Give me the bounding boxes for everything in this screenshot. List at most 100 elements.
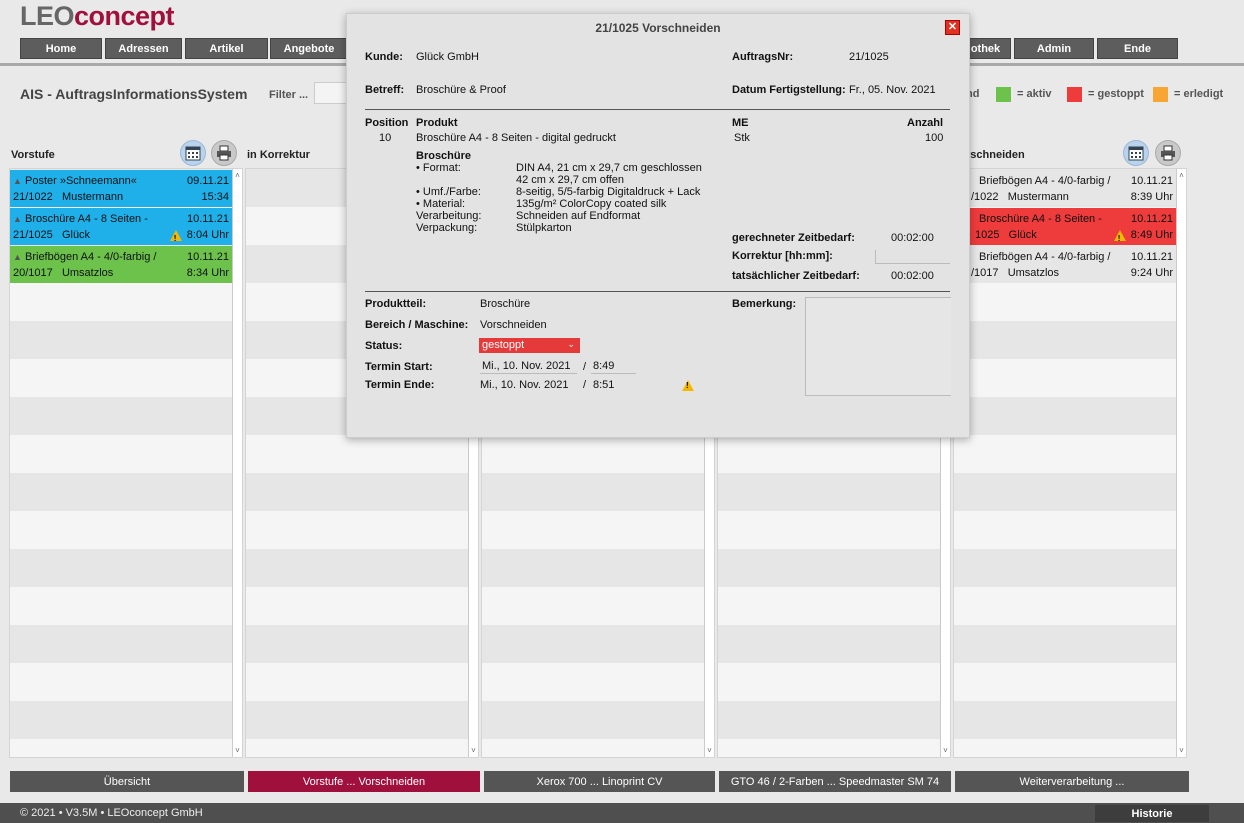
spec-verarbeitung-label: Verarbeitung:: [416, 210, 482, 222]
kunde-value: Glück GmbH: [416, 51, 479, 63]
job-card[interactable]: Briefbögen A4 - 4/0-farbig /10.11.21 /10…: [971, 175, 1173, 203]
termin-start-date[interactable]: Mi., 10. Nov. 2021: [480, 359, 577, 374]
copyright: © 2021 • V3.5M • LEOconcept GmbH: [20, 807, 203, 819]
bereich-label: Bereich / Maschine:: [365, 319, 469, 331]
nav-home[interactable]: Home: [20, 38, 102, 59]
auftragsnr-label: AuftragsNr:: [732, 51, 794, 63]
legend-gestoppt: = gestoppt: [1067, 86, 1144, 102]
status-select[interactable]: gestoppt ⌄: [479, 338, 580, 353]
tab-xerox[interactable]: Xerox 700 ... Linoprint CV: [484, 771, 715, 792]
column-title-vorstufe: Vorstufe: [11, 149, 55, 161]
scroll-down-icon[interactable]: ˅: [471, 746, 476, 755]
produktteil-value: Broschüre: [480, 298, 531, 310]
leoconcept-logo: LEOconcept: [20, 1, 175, 31]
nav-artikel[interactable]: Artikel: [185, 38, 268, 59]
column-title-vorschneiden: rschneiden: [966, 149, 1025, 161]
bemerkung-label: Bemerkung:: [732, 298, 797, 310]
betreff-value: Broschüre & Proof: [416, 84, 506, 96]
print-button[interactable]: [211, 140, 237, 166]
scroll-down-icon[interactable]: ˅: [707, 746, 712, 755]
job-card[interactable]: ▲ Poster »Schneemann« 09.11.21 21/1022 Mus…: [10, 170, 232, 207]
close-icon[interactable]: ✕: [945, 20, 960, 35]
printer-icon: [1161, 145, 1175, 161]
calendar-icon: [185, 146, 201, 161]
separator: /: [583, 379, 587, 391]
nav-adressen[interactable]: Adressen: [105, 38, 182, 59]
nav-angebote[interactable]: Angebote: [270, 38, 348, 59]
scroll-up-icon[interactable]: ˄: [235, 171, 240, 180]
scrollbar[interactable]: ˄˅: [232, 169, 242, 757]
betreff-label: Betreff:: [365, 84, 405, 96]
termin-ende-time: 8:51: [593, 379, 615, 391]
calendar-button[interactable]: [180, 140, 206, 166]
historie-button[interactable]: Historie: [1095, 805, 1209, 822]
job-card[interactable]: Broschüre A4 - 8 Seiten -10.11.21 1025 G…: [954, 208, 1176, 245]
auftragsnr-value: 21/1025: [849, 51, 889, 63]
calendar-button-vorschneiden[interactable]: [1123, 140, 1149, 166]
job-detail-dialog: 21/1025 Vorschneiden ✕ Kunde: Glück GmbH…: [346, 13, 970, 438]
column-background: [954, 169, 1176, 757]
me-header: ME: [732, 117, 749, 129]
fertigstellung-label: Datum Fertigstellung:: [732, 84, 846, 96]
termin-start-time[interactable]: 8:49: [591, 359, 636, 374]
tab-vorstufe-vorschneiden[interactable]: Vorstufe ... Vorschneiden: [248, 771, 480, 792]
spec-material-label: • Material:: [416, 198, 466, 210]
job-card[interactable]: ▲ Briefbögen A4 - 4/0-farbig /10.11.21 20…: [10, 246, 232, 283]
termin-start-label: Termin Start:: [365, 361, 433, 373]
zeit-gerechnet-label: gerechneter Zeitbedarf:: [732, 232, 855, 244]
korrektur-input[interactable]: [875, 250, 950, 264]
spec-title: Broschüre: [416, 150, 472, 162]
zeit-gerechnet-value: 00:02:00: [891, 232, 934, 244]
scrollbar[interactable]: ˄˅: [1176, 169, 1186, 757]
anzahl-value: 100: [925, 132, 944, 144]
spec-umf-value: 8-seitig, 5/5-farbig Digitaldruck + Lack: [516, 186, 701, 198]
tab-weiterverarbeitung[interactable]: Weiterverarbeitung ...: [955, 771, 1189, 792]
kunde-label: Kunde:: [365, 51, 403, 63]
pin-icon: ▲: [13, 176, 22, 186]
position-header: Position: [365, 117, 409, 129]
spec-material-value: 135g/m² ColorCopy coated silk: [516, 198, 667, 210]
scroll-down-icon[interactable]: ˅: [943, 746, 948, 755]
spec-verarbeitung-value: Schneiden auf Endformat: [516, 210, 641, 222]
pin-icon: ▲: [13, 214, 22, 224]
scroll-up-icon[interactable]: ˄: [1179, 171, 1184, 180]
spec-format-value: DIN A4, 21 cm x 29,7 cm geschlossen: [516, 162, 702, 174]
nav-ende[interactable]: Ende: [1097, 38, 1178, 59]
produkt-value: Broschüre A4 - 8 Seiten - digital gedruc…: [416, 132, 616, 144]
spec-verpackung-label: Verpackung:: [416, 222, 478, 234]
zeit-tatsaechlich-label: tatsächlicher Zeitbedarf:: [732, 270, 860, 282]
termin-ende-date: Mi., 10. Nov. 2021: [480, 379, 569, 391]
job-card[interactable]: ▲ Broschüre A4 - 8 Seiten -10.11.21 21/10…: [10, 208, 232, 245]
dialog-title: 21/1025 Vorschneiden: [595, 21, 721, 35]
column-vorschneiden: Briefbögen A4 - 4/0-farbig /10.11.21 /10…: [953, 168, 1187, 758]
pin-icon: ▲: [13, 252, 22, 262]
nav-bibliothek[interactable]: othek: [960, 38, 1011, 59]
footer: © 2021 • V3.5M • LEOconcept GmbH Histori…: [0, 803, 1244, 823]
spec-verpackung-value: Stülpkarton: [516, 222, 572, 234]
termin-ende-label: Termin Ende:: [365, 379, 435, 391]
fertigstellung-value: Fr., 05. Nov. 2021: [849, 84, 936, 96]
scroll-down-icon[interactable]: ˅: [1179, 746, 1184, 755]
nav-admin[interactable]: Admin: [1014, 38, 1094, 59]
bemerkung-textarea[interactable]: [805, 297, 951, 396]
spec-format-label: • Format:: [416, 162, 461, 174]
tab-uebersicht[interactable]: Übersicht: [10, 771, 244, 792]
warning-icon: [1113, 229, 1126, 243]
bereich-value: Vorschneiden: [480, 319, 547, 331]
chevron-down-icon: ⌄: [567, 339, 575, 349]
korrektur-label: Korrektur [hh:mm]:: [732, 250, 833, 262]
print-button-vorschneiden[interactable]: [1155, 140, 1181, 166]
produktteil-label: Produktteil:: [365, 298, 427, 310]
job-card[interactable]: Briefbögen A4 - 4/0-farbig /10.11.21 /10…: [971, 251, 1173, 279]
warning-icon: [682, 379, 696, 391]
divider: [365, 291, 950, 292]
warning-icon: [169, 229, 182, 243]
divider: [365, 109, 950, 110]
separator: /: [583, 361, 587, 373]
legend-erledigt: = erledigt: [1153, 86, 1223, 102]
scroll-down-icon[interactable]: ˅: [235, 746, 240, 755]
spec-format-value-2: 42 cm x 29,7 cm offen: [516, 174, 625, 186]
legend-aktiv: = aktiv: [996, 86, 1052, 102]
tab-gto[interactable]: GTO 46 / 2-Farben ... Speedmaster SM 74: [719, 771, 951, 792]
